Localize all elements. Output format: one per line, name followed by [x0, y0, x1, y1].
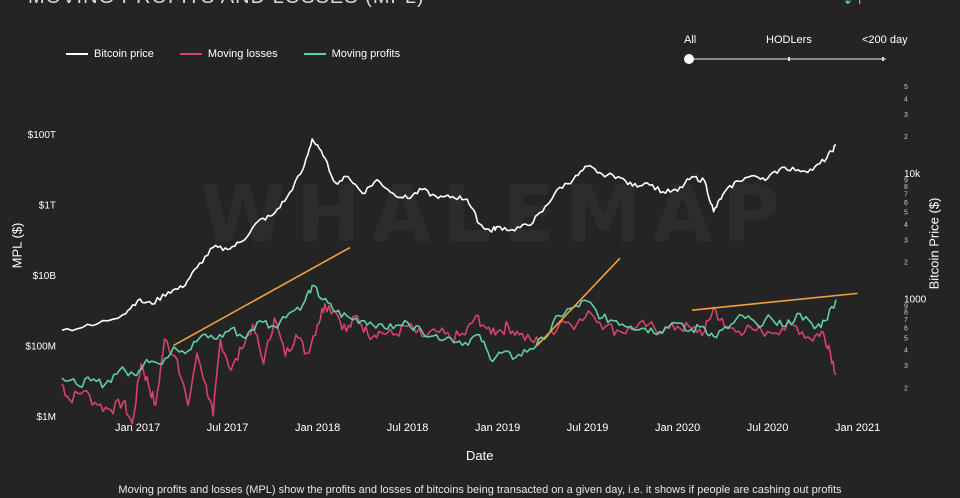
x-tick-label: Jul 2018	[387, 422, 429, 434]
legend-item-profits[interactable]: Moving profits	[303, 48, 401, 60]
slider-label-all[interactable]: All	[684, 34, 697, 46]
y-right-tick-label: 1000	[904, 295, 927, 306]
y-right-tick-label: 9	[904, 178, 908, 185]
chart-title: MOVING PROFITS AND LOSSES (MPL)	[28, 0, 425, 9]
x-tick-label: Jan 2018	[295, 422, 340, 434]
y-right-tick-label: 2	[904, 260, 908, 267]
y-right-tick-label: 3	[904, 363, 908, 370]
series-line-losses	[61, 303, 837, 425]
legend-label-profits: Moving profits	[331, 48, 401, 60]
y-left-tick-label: $100M	[25, 341, 56, 352]
slider-label-200day[interactable]: <200 day	[862, 34, 908, 46]
slider-label-hodlers[interactable]: HODLers	[766, 34, 812, 46]
y-axis-title-right: Bitcoin Price ($)	[926, 197, 942, 290]
y-right-tick-label: 4	[904, 348, 908, 355]
slider-handle[interactable]	[684, 54, 694, 64]
y-right-tick-label: 8	[904, 310, 908, 317]
y-right-tick-label: 8	[904, 184, 908, 191]
y-right-tick-label: 4	[904, 96, 908, 103]
trend-line	[536, 257, 621, 346]
trend-line	[691, 292, 858, 311]
cohort-slider[interactable]: All HODLers <200 day	[684, 34, 908, 70]
legend-swatch-losses	[179, 53, 202, 55]
y-right-tick-label: 9	[904, 303, 908, 310]
legend-swatch-profits	[303, 53, 326, 55]
x-tick-label: Jul 2017	[207, 422, 249, 434]
y-right-tick-label: 2	[904, 134, 908, 141]
y-left-tick-label: $1M	[37, 412, 56, 423]
x-axis-title: Date	[466, 448, 494, 463]
slider-tick	[882, 57, 884, 61]
x-tick-label: Jan 2017	[115, 422, 160, 434]
slider-tick	[788, 57, 790, 61]
y-right-tick-label: 3	[904, 238, 908, 245]
y-axis-title-left: MPL ($)	[9, 222, 25, 269]
x-tick-label: Jul 2019	[567, 422, 609, 434]
y-right-tick-label: 5	[904, 84, 908, 91]
chart-legend: Bitcoin price Moving losses Moving profi…	[66, 48, 400, 60]
x-tick-label: Jan 2019	[475, 422, 520, 434]
series-line-price	[61, 138, 837, 332]
x-tick-label: Jan 2020	[655, 422, 700, 434]
y-right-tick-label: 7	[904, 317, 908, 324]
y-left-tick-label: $1T	[39, 200, 56, 211]
series-line-profits	[61, 284, 837, 389]
y-right-tick-label: 3	[904, 112, 908, 119]
x-tick-label: Jan 2021	[835, 422, 880, 434]
x-tick-label: Jul 2020	[747, 422, 789, 434]
y-right-tick-label: 6	[904, 325, 908, 332]
legend-label-price: Bitcoin price	[94, 48, 154, 60]
legend-item-losses[interactable]: Moving losses	[179, 48, 278, 60]
y-left-tick-label: $100T	[28, 130, 56, 141]
legend-swatch-price	[66, 53, 88, 55]
y-right-tick-label: 2	[904, 385, 908, 392]
legend-item-price[interactable]: Bitcoin price	[66, 48, 154, 60]
legend-label-losses: Moving losses	[207, 48, 278, 60]
y-right-tick-label: 10k	[904, 169, 921, 180]
slider-track[interactable]	[688, 58, 886, 60]
y-right-tick-label: 6	[904, 200, 908, 207]
y-left-tick-label: $10B	[33, 271, 57, 282]
top-right-mark: ↓↑	[842, 0, 865, 8]
y-right-tick-label: 5	[904, 335, 908, 342]
y-right-tick-label: 5	[904, 210, 908, 217]
chart-caption: Moving profits and losses (MPL) show the…	[118, 484, 842, 496]
y-right-tick-label: 7	[904, 191, 908, 198]
y-right-tick-label: 4	[904, 222, 908, 229]
trend-line	[173, 246, 351, 347]
